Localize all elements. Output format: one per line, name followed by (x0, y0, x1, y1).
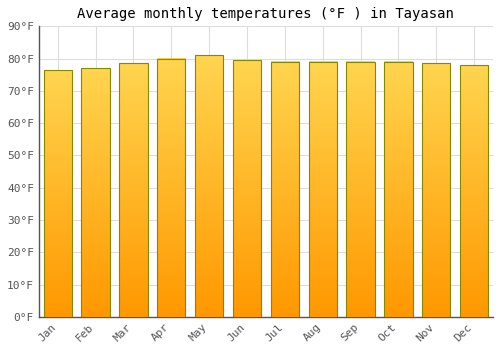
Bar (346, 62, 375, 317)
Bar (82, 68, 110, 317)
Title: Average monthly temperatures (°F ) in Tayasan: Average monthly temperatures (°F ) in Ta… (78, 7, 454, 21)
Bar (308, 62, 337, 317)
Bar (233, 60, 261, 317)
Bar (270, 62, 299, 317)
Bar (384, 62, 412, 317)
Bar (44, 70, 72, 317)
Bar (460, 65, 488, 317)
Bar (119, 63, 148, 317)
Bar (157, 58, 186, 317)
Bar (422, 63, 450, 317)
Bar (195, 55, 224, 317)
